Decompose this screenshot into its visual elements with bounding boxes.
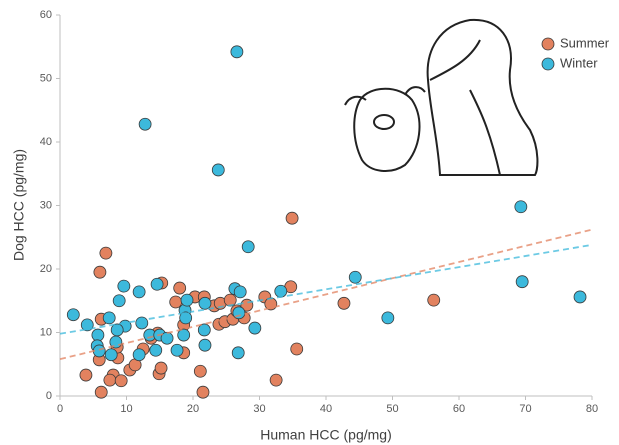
y-tick-label: 20 [40,263,52,275]
legend-marker [541,37,555,51]
point [114,374,128,388]
x-tick-label: 60 [453,403,465,415]
point [177,328,191,342]
point [103,373,117,387]
point [223,293,237,307]
point [169,295,183,309]
point [99,246,113,260]
y-tick-label: 60 [40,9,52,21]
point [198,296,212,310]
point [173,281,187,295]
point [110,323,124,337]
y-axis-title: Dog HCC (pg/mg) [11,149,27,261]
point [91,328,105,342]
point [211,163,225,177]
point [515,275,529,289]
point [269,373,283,387]
x-tick-label: 50 [386,403,398,415]
point [197,323,211,337]
legend-label: Summer [560,35,610,50]
point [138,117,152,131]
point [154,361,168,375]
point [149,343,163,357]
point [170,343,184,357]
point [337,296,351,310]
x-tick-label: 40 [320,403,332,415]
point [179,311,193,325]
point [230,45,244,59]
point [381,311,395,325]
x-tick-label: 0 [57,403,63,415]
point [290,342,304,356]
x-tick-label: 70 [519,403,531,415]
point [150,277,164,291]
point [427,293,441,307]
point [94,385,108,399]
x-tick-label: 30 [253,403,265,415]
point [93,265,107,279]
point [285,211,299,225]
point [248,321,262,335]
point [573,290,587,304]
point [79,368,93,382]
point [135,316,149,330]
legend-label: Winter [560,55,598,70]
y-tick-label: 50 [40,72,52,84]
y-tick-label: 10 [40,326,52,338]
point [241,240,255,254]
point [104,348,118,362]
y-tick-label: 30 [40,199,52,211]
legend-marker [541,57,555,71]
point [196,385,210,399]
point [66,308,80,322]
x-tick-label: 20 [187,403,199,415]
x-tick-label: 10 [120,403,132,415]
point [198,338,212,352]
trend-line [59,228,593,361]
y-tick-label: 40 [40,136,52,148]
x-tick-label: 80 [586,403,598,415]
point [112,294,126,308]
y-tick-label: 0 [46,390,52,402]
point [117,279,131,293]
point [193,364,207,378]
point [180,293,194,307]
x-axis-title: Human HCC (pg/mg) [260,427,391,443]
point [132,348,146,362]
point [102,311,116,325]
point [132,285,146,299]
point [514,200,528,214]
illustration [344,18,539,176]
point [274,284,288,298]
point [233,285,247,299]
point [232,306,246,320]
point [231,346,245,360]
point [348,270,362,284]
